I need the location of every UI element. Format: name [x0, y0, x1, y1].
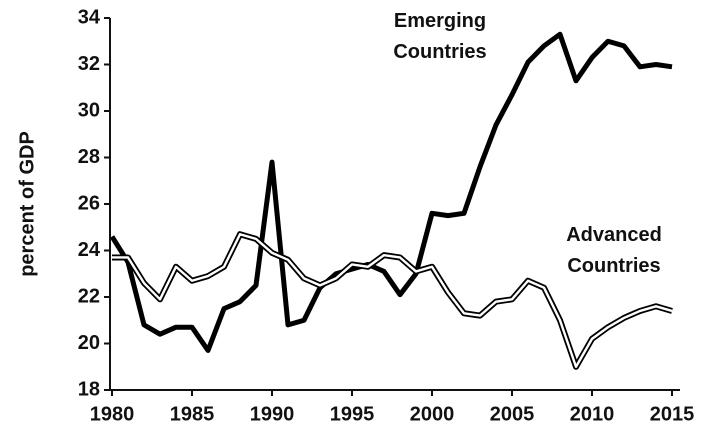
y-tick-label: 18 [78, 378, 100, 400]
x-tick-label: 2005 [490, 403, 535, 425]
series-label: Advanced Countries [566, 224, 662, 277]
y-tick-label: 32 [78, 53, 100, 75]
y-tick-label: 20 [78, 332, 100, 354]
x-tick-label: 1990 [250, 403, 295, 425]
y-tick-label: 24 [78, 239, 101, 261]
y-tick-label: 28 [78, 146, 100, 168]
y-tick-label: 22 [78, 285, 100, 307]
y-tick-label: 30 [78, 99, 100, 121]
y-axis-label: percent of GDP [16, 131, 38, 277]
y-tick-label: 26 [78, 192, 100, 214]
series-label: Emerging Countries [393, 10, 486, 63]
x-tick-label: 2015 [650, 403, 695, 425]
x-tick-label: 1995 [330, 403, 375, 425]
series-line-inner [112, 233, 673, 368]
x-tick-label: 1985 [170, 403, 215, 425]
y-tick-label: 34 [78, 6, 101, 28]
x-tick-label: 2000 [410, 403, 455, 425]
x-tick-label: 2010 [570, 403, 615, 425]
series-line [109, 31, 673, 353]
x-tick-label: 1980 [90, 403, 135, 425]
